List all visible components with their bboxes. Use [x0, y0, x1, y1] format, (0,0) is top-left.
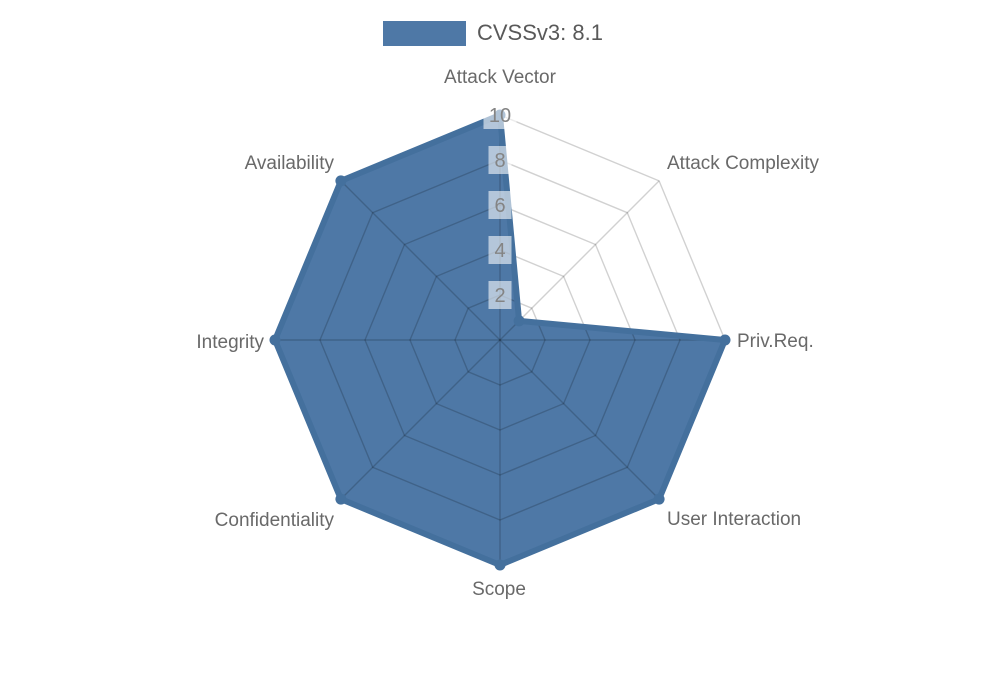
tick-box [488, 191, 512, 219]
legend-swatch [383, 20, 466, 46]
axis-label-scope: Scope [472, 579, 526, 600]
data-point [335, 175, 347, 187]
axis-label-confidentiality: Confidentiality [215, 510, 335, 531]
tick-label: 8 [494, 150, 505, 172]
axis-label-priv-req: Priv.Req. [737, 331, 814, 352]
data-point [653, 493, 665, 505]
axis-label-attack-complexity: Attack Complexity [667, 153, 820, 174]
tick-box [488, 146, 512, 174]
data-point [269, 334, 281, 346]
tick-box [488, 236, 512, 264]
tick-label: 2 [494, 285, 505, 307]
axis-label-attack-vector: Attack Vector [444, 67, 557, 88]
data-point [719, 334, 731, 346]
tick-label: 10 [489, 105, 511, 127]
axis-spoke [340, 180, 501, 341]
grid-ring [364, 204, 636, 476]
grid-ring [319, 159, 681, 521]
axis-spoke [499, 339, 660, 500]
axis-spoke [499, 180, 660, 341]
tick-box [488, 281, 512, 309]
legend-label: CVSSv3: 8.1 [477, 20, 603, 45]
data-point [513, 315, 525, 327]
axis-spoke [340, 339, 501, 500]
grid-ring [454, 294, 546, 386]
tick-box [483, 101, 517, 129]
axis-label-availability: Availability [245, 153, 335, 174]
axis-label-user-interaction: User Interaction [667, 509, 801, 530]
tick-label: 6 [494, 195, 505, 217]
data-point [335, 493, 347, 505]
legend-item[interactable]: CVSSv3: 8.1 [383, 20, 603, 46]
tick-label: 4 [494, 240, 505, 262]
grid-ring [409, 249, 591, 431]
axis-label-integrity: Integrity [196, 332, 264, 353]
series-area [275, 115, 725, 565]
data-point [494, 559, 506, 571]
